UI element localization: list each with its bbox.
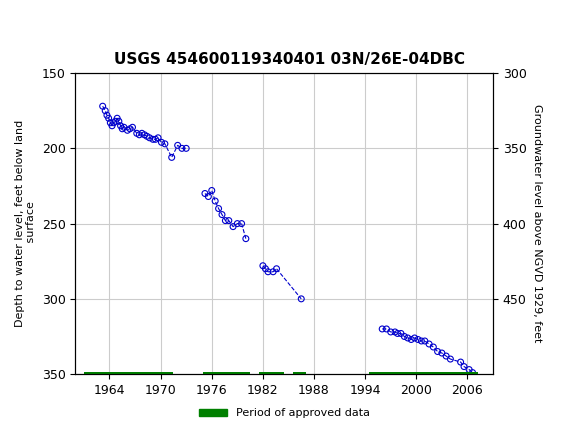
Point xyxy=(118,126,127,132)
Point xyxy=(100,108,110,114)
Point xyxy=(211,198,220,205)
Point xyxy=(113,115,122,122)
Point xyxy=(241,235,251,242)
Point xyxy=(429,344,438,350)
Point xyxy=(102,112,111,119)
Point xyxy=(151,136,160,143)
Point xyxy=(407,336,416,343)
Point xyxy=(465,366,474,373)
Point xyxy=(459,363,469,370)
Point xyxy=(107,123,117,129)
Point xyxy=(456,359,465,366)
Bar xyxy=(84,372,173,375)
Point xyxy=(468,369,477,376)
Point xyxy=(400,333,409,340)
Point xyxy=(116,123,125,129)
Point xyxy=(135,132,144,138)
Bar xyxy=(369,372,386,375)
Point xyxy=(204,193,213,200)
Point xyxy=(237,220,246,227)
Point xyxy=(229,223,238,230)
Point xyxy=(132,130,142,137)
Bar xyxy=(451,372,478,375)
Point xyxy=(414,336,423,343)
Y-axis label: Depth to water level, feet below land
 surface: Depth to water level, feet below land su… xyxy=(14,120,36,327)
Point xyxy=(200,190,209,197)
Bar xyxy=(386,372,451,375)
Point xyxy=(114,118,124,125)
Point xyxy=(261,265,270,272)
Point xyxy=(218,211,227,218)
Point xyxy=(157,139,166,146)
Point xyxy=(425,341,434,347)
Point xyxy=(437,350,447,356)
Point xyxy=(269,268,278,275)
Point xyxy=(167,154,176,161)
Point xyxy=(410,335,419,341)
Point xyxy=(233,220,242,227)
Point xyxy=(111,118,120,125)
Point xyxy=(109,120,118,126)
Bar xyxy=(259,372,263,375)
Point xyxy=(82,62,91,69)
Point xyxy=(173,142,182,149)
Point xyxy=(128,124,137,131)
Point xyxy=(258,262,267,269)
Point xyxy=(441,353,451,359)
Point xyxy=(403,335,412,341)
Point xyxy=(296,295,306,302)
Point xyxy=(207,187,216,194)
Point xyxy=(104,115,113,122)
Point xyxy=(378,326,387,332)
Point xyxy=(272,265,281,272)
Point xyxy=(396,330,405,337)
Point xyxy=(224,217,233,224)
Legend: Period of approved data: Period of approved data xyxy=(194,404,374,423)
Point xyxy=(140,132,149,138)
Point xyxy=(148,136,158,143)
Point xyxy=(420,338,429,344)
Point xyxy=(177,145,187,152)
Text: USGS 454600119340401 03N/26E-04DBC: USGS 454600119340401 03N/26E-04DBC xyxy=(114,52,466,67)
Point xyxy=(154,135,163,141)
Point xyxy=(221,217,230,224)
Point xyxy=(125,126,135,132)
Point xyxy=(123,127,132,134)
Point xyxy=(382,326,391,332)
Point xyxy=(160,141,169,147)
Point xyxy=(446,356,455,362)
Point xyxy=(214,205,223,212)
Point xyxy=(145,135,154,141)
Point xyxy=(417,338,426,344)
Point xyxy=(472,374,481,381)
Bar xyxy=(203,372,250,375)
Bar xyxy=(293,372,306,375)
Point xyxy=(182,145,191,152)
Point xyxy=(137,130,147,137)
Y-axis label: Groundwater level above NGVD 1929, feet: Groundwater level above NGVD 1929, feet xyxy=(532,104,542,343)
Point xyxy=(142,133,151,140)
Point xyxy=(263,268,273,275)
Text: ≡USGS: ≡USGS xyxy=(12,16,70,35)
Point xyxy=(390,329,400,335)
Point xyxy=(106,120,115,126)
Bar xyxy=(263,372,284,375)
Point xyxy=(82,62,91,69)
Point xyxy=(119,124,129,131)
Point xyxy=(393,330,402,337)
Point xyxy=(386,329,396,335)
Point xyxy=(98,103,107,110)
Point xyxy=(433,348,442,355)
